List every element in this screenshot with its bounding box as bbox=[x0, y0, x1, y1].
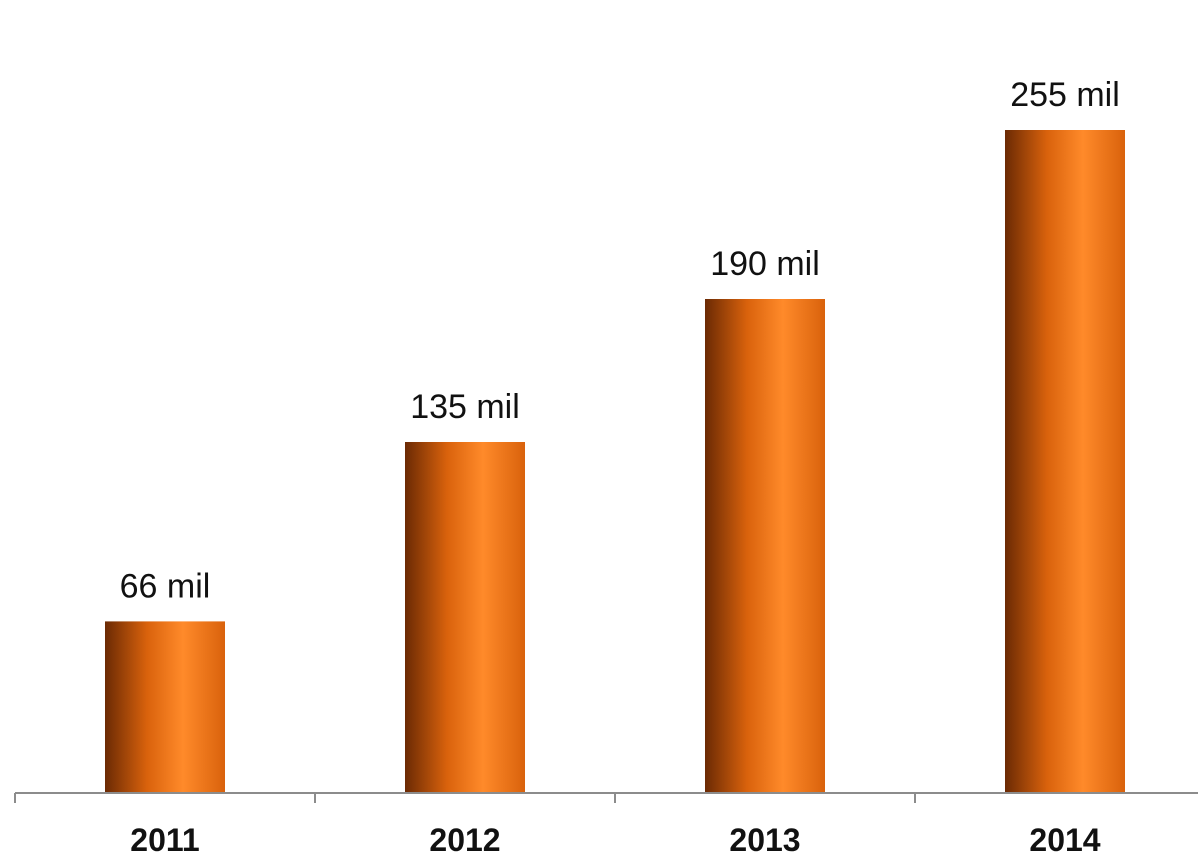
x-tick-label-2011: 2011 bbox=[130, 822, 199, 858]
bar-2014 bbox=[1005, 130, 1125, 793]
x-axis-ticks-group bbox=[14, 793, 916, 803]
bar-2011 bbox=[105, 621, 225, 793]
data-label-2012: 135 mil bbox=[410, 388, 520, 426]
bars-group bbox=[105, 130, 1125, 793]
data-labels-group: 66 mil 135 mil 190 mil 255 mil bbox=[120, 76, 1120, 605]
bar-2013 bbox=[705, 299, 825, 793]
x-tick-label-2013: 2013 bbox=[729, 822, 800, 858]
data-label-2011: 66 mil bbox=[120, 567, 211, 605]
x-tick-label-2014: 2014 bbox=[1029, 822, 1100, 858]
x-tick-label-2012: 2012 bbox=[429, 822, 500, 858]
data-label-2013: 190 mil bbox=[710, 245, 820, 283]
data-label-2014: 255 mil bbox=[1010, 76, 1120, 114]
x-axis-tick-labels-group: 2011 2012 2013 2014 bbox=[130, 822, 1101, 858]
bar-2012 bbox=[405, 442, 525, 793]
